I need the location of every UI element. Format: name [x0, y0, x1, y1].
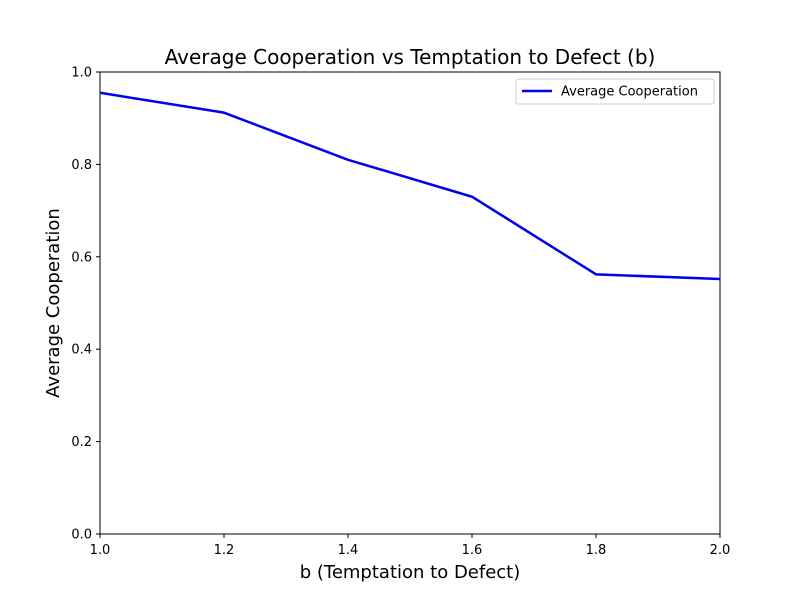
y-axis-label: Average Cooperation [43, 208, 64, 398]
legend-box [515, 78, 715, 105]
x-axis-label: b (Temptation to Defect) [300, 562, 521, 583]
legend: Average Cooperation [515, 78, 715, 105]
x-tick-label: 2.0 [710, 543, 731, 558]
y-tick-label: 0.6 [71, 250, 92, 265]
x-tick-label: 1.0 [90, 543, 111, 558]
y-tick-label: 1.0 [71, 66, 92, 81]
x-tick-label: 1.4 [338, 543, 359, 558]
series-layer [99, 91, 721, 281]
y-tick-label: 0.4 [71, 343, 92, 358]
x-tick-label: 1.2 [214, 543, 235, 558]
y-tick-label: 0.0 [71, 528, 92, 543]
x-tick-label: 1.8 [586, 543, 607, 558]
y-tick-label: 0.8 [71, 158, 92, 173]
x-axis-ticks: 1.0 1.2 1.4 1.6 1.8 2.0 [90, 534, 731, 558]
series-line-average-cooperation [99, 91, 721, 281]
y-axis-ticks: 0.0 0.2 0.4 0.6 0.8 1.0 [71, 66, 100, 543]
y-tick-label: 0.2 [71, 435, 92, 450]
plot-area-frame [99, 71, 721, 535]
x-tick-label: 1.6 [462, 543, 483, 558]
legend-label: Average Cooperation [561, 85, 698, 100]
chart-title: Average Cooperation vs Temptation to Def… [165, 45, 656, 69]
